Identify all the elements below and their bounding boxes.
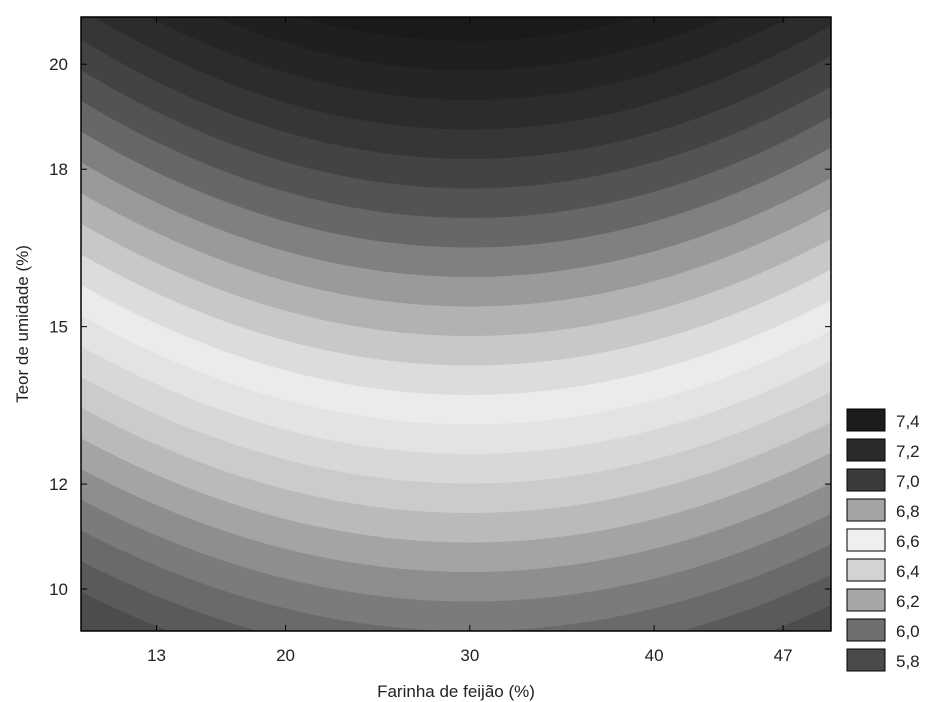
legend: 7,4 7,2 7,0 6,8 6,6 6,4 6,2 6,0 5,8 xyxy=(846,408,920,672)
contour-band xyxy=(81,561,831,631)
legend-label: 7,4 xyxy=(896,412,920,431)
legend-swatch xyxy=(846,618,886,642)
legend-swatch xyxy=(846,498,886,522)
y-tick-label: 12 xyxy=(49,475,68,494)
y-axis-ticks xyxy=(81,63,831,590)
contour-band xyxy=(81,591,831,631)
x-tick-label: 40 xyxy=(645,646,664,665)
y-tick-label: 10 xyxy=(49,580,68,599)
x-axis-ticks xyxy=(156,17,784,631)
x-axis-label: Farinha de feijão (%) xyxy=(377,682,535,701)
legend-label: 7,0 xyxy=(896,472,920,491)
contour-band xyxy=(81,499,831,631)
x-tick-label: 47 xyxy=(774,646,793,665)
legend-label: 6,6 xyxy=(896,532,920,551)
y-tick-label: 15 xyxy=(49,318,68,337)
x-tick-label: 20 xyxy=(276,646,295,665)
y-axis-tick-labels: 10 12 15 18 20 xyxy=(49,55,68,599)
legend-swatch xyxy=(846,648,886,672)
legend-label: 7,2 xyxy=(896,442,920,461)
x-tick-label: 30 xyxy=(460,646,479,665)
legend-swatch xyxy=(846,468,886,492)
legend-swatch xyxy=(846,408,886,432)
y-tick-label: 18 xyxy=(49,160,68,179)
legend-label: 6,4 xyxy=(896,562,920,581)
legend-label: 5,8 xyxy=(896,652,920,671)
legend-swatch xyxy=(846,558,886,582)
legend-swatch xyxy=(846,528,886,552)
legend-label: 6,2 xyxy=(896,592,920,611)
legend-label: 6,8 xyxy=(896,502,920,521)
contour-bands xyxy=(81,17,831,631)
x-axis-tick-labels: 13 20 30 40 47 xyxy=(147,646,792,665)
plot-frame xyxy=(80,16,832,632)
y-axis-label: Teor de umidade (%) xyxy=(13,245,32,403)
contour-band xyxy=(81,530,831,631)
legend-swatch xyxy=(846,438,886,462)
legend-swatch xyxy=(846,588,886,612)
y-tick-label: 20 xyxy=(49,55,68,74)
x-tick-label: 13 xyxy=(147,646,166,665)
legend-label: 6,0 xyxy=(896,622,920,641)
